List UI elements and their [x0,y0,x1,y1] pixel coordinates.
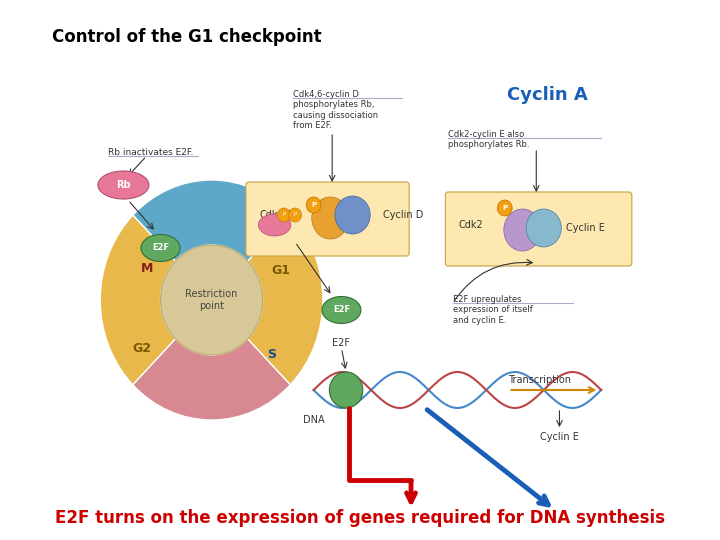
Text: Transcription: Transcription [508,375,572,385]
Wedge shape [132,180,290,261]
FancyBboxPatch shape [446,192,632,266]
Text: Cyclin D: Cyclin D [383,210,423,220]
Ellipse shape [526,209,562,247]
Ellipse shape [98,171,149,199]
Circle shape [161,245,263,355]
Text: Restriction
point: Restriction point [185,289,238,311]
Ellipse shape [335,196,370,234]
Text: P: P [282,213,286,218]
Text: Cyclin E: Cyclin E [566,223,605,233]
Text: E2F: E2F [333,338,351,348]
Text: Rb: Rb [116,180,131,190]
Ellipse shape [322,296,361,323]
FancyBboxPatch shape [246,182,409,256]
Text: Cdk4,6-cyclin D
phosphorylates Rb,
causing dissociation
from E2F.: Cdk4,6-cyclin D phosphorylates Rb, causi… [293,90,378,130]
Wedge shape [132,339,290,420]
Circle shape [289,208,302,222]
Text: P: P [294,213,297,218]
Circle shape [498,200,512,216]
Text: M: M [140,261,153,274]
Text: DNA: DNA [303,415,325,425]
Text: E2F turns on the expression of genes required for DNA synthesis: E2F turns on the expression of genes req… [55,509,665,528]
Text: Cdk2: Cdk2 [459,220,483,230]
Text: P: P [502,205,508,211]
Text: E2F: E2F [152,244,169,253]
Text: Control of the G1 checkpoint: Control of the G1 checkpoint [52,28,322,46]
Text: Cdk2-cyclin E also
phosphorylates Rb.: Cdk2-cyclin E also phosphorylates Rb. [448,130,530,150]
Text: Cdk4,6: Cdk4,6 [260,210,294,220]
Text: P: P [311,202,316,208]
Ellipse shape [312,197,349,239]
Ellipse shape [258,214,291,236]
Wedge shape [248,215,323,385]
Text: Cyclin E: Cyclin E [540,432,579,442]
Ellipse shape [141,234,180,261]
Circle shape [306,197,321,213]
Text: Cyclin A: Cyclin A [507,85,588,104]
Wedge shape [100,215,176,385]
Text: E2F upregulates
expression of itself
and cyclin E.: E2F upregulates expression of itself and… [453,295,533,325]
Circle shape [329,372,363,408]
Ellipse shape [504,209,541,251]
Circle shape [277,208,290,222]
Text: G1: G1 [271,264,291,276]
Text: E2F: E2F [333,306,350,314]
Text: Rb inactivates E2F.: Rb inactivates E2F. [108,148,193,157]
Text: S: S [267,348,276,361]
Text: G2: G2 [132,341,151,354]
